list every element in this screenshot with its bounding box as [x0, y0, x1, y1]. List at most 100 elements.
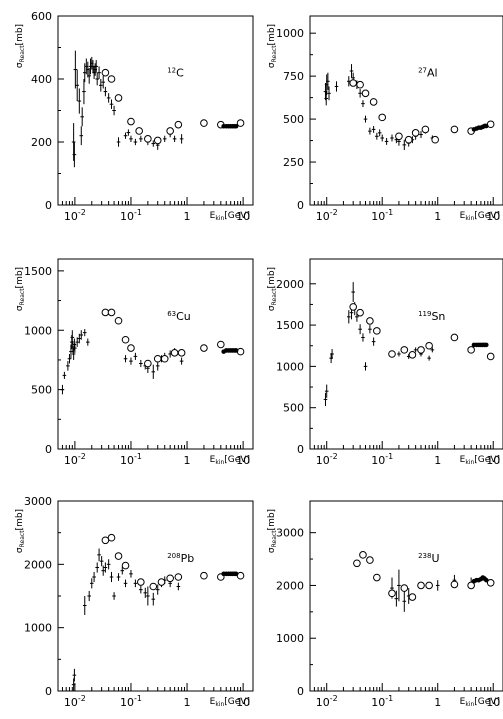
x-tick-label: 10-2 — [316, 452, 338, 467]
data-point-circle — [153, 354, 162, 363]
data-point-cross — [101, 565, 106, 576]
data-point-dot — [233, 571, 239, 577]
data-point-cross — [402, 590, 407, 612]
x-tick-label: 10-1 — [120, 208, 142, 223]
y-tick-label: 500 — [31, 384, 52, 397]
data-point-circle — [431, 135, 439, 144]
y-tick-label: 500 — [283, 402, 304, 415]
y-axis-label: σReact[mb] — [15, 24, 26, 68]
data-point-circle — [114, 552, 123, 560]
y-tick-label: 1000 — [276, 27, 304, 40]
data-point-circle — [349, 79, 357, 87]
nucleus-label: 27Al — [418, 66, 438, 79]
plot-frame — [57, 258, 254, 450]
data-point-cross — [413, 347, 418, 353]
data-point-cross — [162, 135, 167, 142]
data-point-circle — [200, 119, 208, 127]
y-axis-label: σReact[mb] — [15, 509, 26, 553]
data-point-circle — [121, 561, 130, 570]
data-point-cross — [179, 134, 184, 144]
data-point-cross — [86, 338, 90, 346]
data-point-circle — [160, 354, 169, 363]
data-point-cross — [133, 352, 138, 360]
data-point-cross — [155, 584, 160, 595]
data-point-cross — [71, 348, 76, 360]
data-point-cross — [60, 384, 65, 395]
y-tick-label: 3000 — [24, 495, 52, 508]
y-tick-label: 1000 — [24, 622, 52, 635]
data-point-circle — [236, 347, 245, 356]
data-point-circle — [353, 559, 361, 568]
x-axis-label: Ekin[GeV] — [210, 455, 250, 466]
nucleus-label: 63Cu — [167, 310, 191, 323]
x-tick-label: 10-2 — [64, 694, 86, 709]
data-point-dot — [483, 577, 489, 583]
data-point-cross — [79, 126, 84, 146]
data-point-circle — [369, 98, 378, 106]
x-tick-label: 1 — [184, 210, 191, 223]
data-point-cross — [129, 570, 133, 578]
data-point-circle — [166, 574, 174, 583]
data-point-circle — [388, 589, 396, 598]
data-point-circle — [101, 308, 110, 317]
data-point-cross — [75, 337, 80, 347]
y-tick-label: 2000 — [276, 579, 304, 592]
data-point-circle — [200, 571, 208, 580]
y-tick-label: 1000 — [24, 324, 52, 337]
data-point-cross — [349, 64, 354, 78]
y-tick-label: 0 — [45, 443, 52, 456]
data-point-cross — [89, 578, 94, 589]
data-point-cross — [87, 590, 91, 602]
data-point-circle — [408, 593, 417, 601]
nucleus-label: 238U — [418, 552, 439, 565]
x-tick-label: 1 — [184, 696, 191, 709]
data-point-circle — [349, 303, 357, 311]
data-point-circle — [236, 119, 245, 127]
data-point-circle — [378, 113, 387, 122]
data-point-circle — [107, 533, 116, 542]
data-point-cross — [133, 579, 138, 588]
data-point-cross — [361, 100, 365, 108]
data-point-cross — [346, 310, 351, 324]
x-axis-label: Ekin[GeV] — [210, 697, 250, 708]
data-point-cross — [430, 347, 435, 353]
data-point-circle — [400, 584, 409, 592]
data-point-cross — [375, 132, 379, 140]
data-point-cross — [334, 81, 339, 92]
data-point-circle — [127, 117, 135, 126]
y-tick-label: 2000 — [276, 278, 304, 291]
data-point-cross — [77, 88, 82, 114]
plot-frame — [309, 258, 503, 450]
data-point-cross — [66, 361, 70, 371]
data-point-circle — [408, 351, 417, 359]
x-tick-label: 10-2 — [64, 452, 86, 467]
data-point-cross — [116, 573, 121, 581]
data-point-cross — [155, 361, 160, 371]
y-axis-label: σReact[mb] — [15, 267, 26, 311]
data-point-circle — [144, 359, 152, 368]
data-point-cross — [126, 129, 131, 136]
x-tick-label: 1 — [434, 696, 441, 709]
data-point-cross — [363, 115, 368, 123]
x-tick-label: 10 — [486, 696, 500, 709]
data-point-circle — [177, 349, 186, 357]
data-point-cross — [73, 50, 78, 89]
plot-frame — [57, 500, 254, 692]
data-point-cross — [80, 107, 84, 127]
data-point-circle — [411, 129, 420, 137]
data-point-cross — [79, 330, 84, 340]
data-point-cross — [151, 140, 156, 147]
data-point-circle — [450, 580, 459, 589]
x-axis-label: Ekin[GeV] — [460, 455, 500, 466]
data-point-circle — [114, 94, 123, 102]
data-point-dot — [483, 123, 489, 129]
y-tick-label: 3000 — [276, 527, 304, 540]
data-point-circle — [467, 581, 475, 590]
data-point-cross — [327, 86, 331, 101]
data-point-cross — [62, 371, 67, 379]
data-point-circle — [107, 308, 116, 317]
x-tick-label: 10 — [236, 454, 250, 467]
